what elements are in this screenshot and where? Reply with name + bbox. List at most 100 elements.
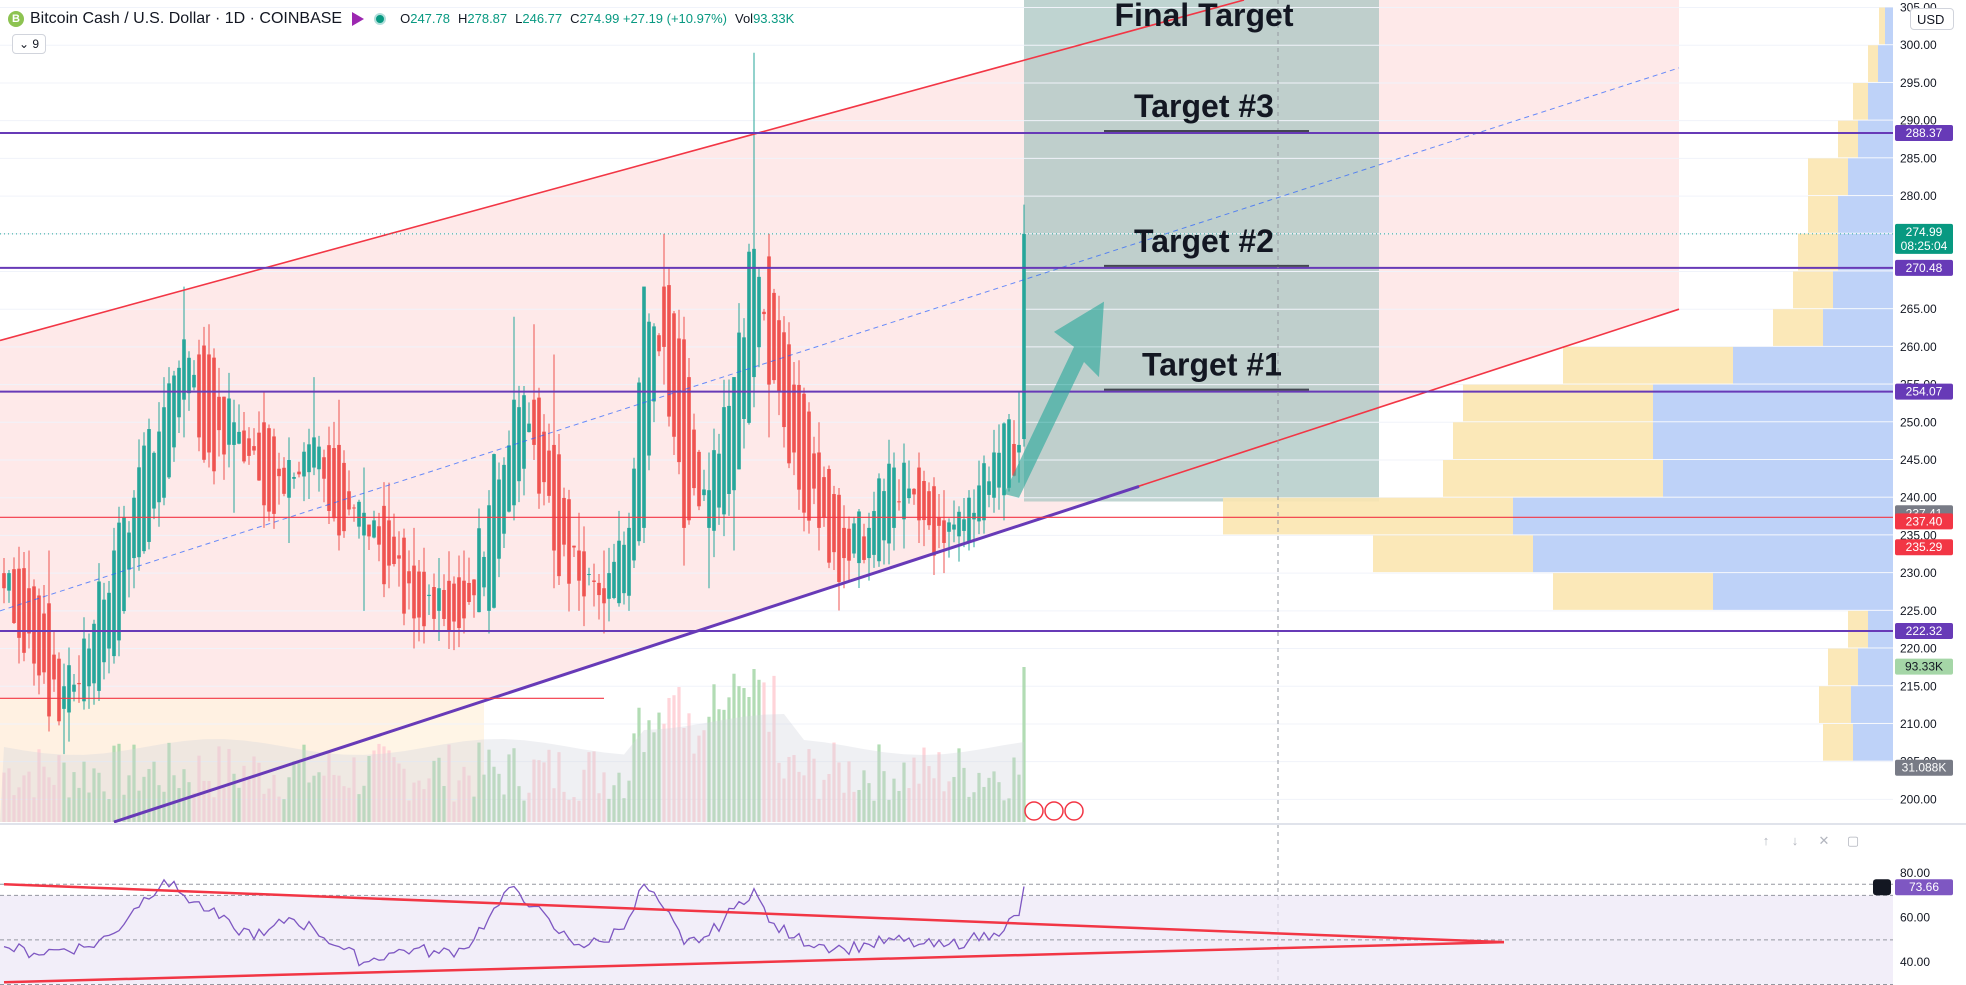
volume-bar xyxy=(822,779,826,822)
volume-profile-bar xyxy=(1808,196,1838,233)
candle-body xyxy=(237,431,241,444)
candle-body xyxy=(347,491,351,510)
candle-body xyxy=(1012,443,1016,476)
candle-body xyxy=(842,527,846,559)
symbol-title[interactable]: Bitcoin Cash / U.S. Dollar · 1D · COINBA… xyxy=(30,10,343,27)
candle-body xyxy=(582,551,586,597)
candle-body xyxy=(782,332,786,428)
volume-bar xyxy=(402,768,406,822)
pane-control-button[interactable]: ↑ xyxy=(1762,833,1770,848)
volume-profile-bar xyxy=(1453,422,1653,460)
candle-body xyxy=(867,527,871,559)
volume-bar xyxy=(722,709,726,822)
candle-body xyxy=(982,463,986,521)
candle-body xyxy=(682,339,686,528)
pane-control-button[interactable]: ✕ xyxy=(1818,833,1830,848)
candle-body xyxy=(1002,423,1006,496)
indicators-collapse-button[interactable]: ⌄ 9 xyxy=(12,34,47,54)
volume-ma-area xyxy=(0,714,1024,822)
volume-bar xyxy=(502,794,506,822)
ohlc-item: O247.78 xyxy=(400,11,450,26)
y-axis-tick: 280.00 xyxy=(1900,189,1937,203)
candle-body xyxy=(822,477,826,519)
volume-bar xyxy=(397,763,401,822)
y-axis-tick: 225.00 xyxy=(1900,604,1937,618)
y-axis-tick: 210.00 xyxy=(1900,717,1937,731)
volume-profile-bar xyxy=(1553,573,1713,610)
volume-bar xyxy=(552,788,556,822)
y-axis-tick: 295.00 xyxy=(1900,76,1937,90)
candle-body xyxy=(537,397,541,494)
candle-body xyxy=(1007,419,1011,488)
currency-select[interactable]: USD xyxy=(1910,8,1954,30)
volume-bar xyxy=(387,750,391,822)
candle-body xyxy=(342,462,346,532)
volume-bar xyxy=(317,772,321,822)
symbol-legend[interactable]: B Bitcoin Cash / U.S. Dollar · 1D · COIN… xyxy=(8,9,802,29)
candle-body xyxy=(527,423,531,433)
flag-icon[interactable] xyxy=(352,12,365,26)
volume-profile-bar xyxy=(1563,346,1733,384)
volume-bar xyxy=(872,800,876,822)
volume-bar xyxy=(247,777,251,822)
y-axis-tick: 230.00 xyxy=(1900,566,1937,580)
y-axis-tick: 290.00 xyxy=(1900,114,1937,128)
candle-body xyxy=(652,326,656,402)
candle-body xyxy=(977,485,981,522)
economic-event-icon xyxy=(1064,801,1084,821)
volume-bar xyxy=(677,687,681,822)
volume-profile-bar xyxy=(1833,271,1893,309)
candle-body xyxy=(382,505,386,585)
y-axis-tick: 260.00 xyxy=(1900,340,1937,354)
volume-profile-bar xyxy=(1373,535,1533,573)
volume-bar xyxy=(72,772,76,822)
candle-body xyxy=(617,540,621,604)
volume-profile-bar xyxy=(1713,573,1893,610)
rsi-trendline-lower xyxy=(3,940,1505,984)
volume-bar xyxy=(927,766,931,822)
candle-body xyxy=(372,520,376,538)
volume-profile-bar xyxy=(1848,158,1893,196)
candle-body xyxy=(157,431,161,503)
volume-bar xyxy=(712,684,716,822)
volume-bar xyxy=(377,743,381,822)
volume-bar xyxy=(867,783,871,822)
candle-body xyxy=(232,422,236,445)
volume-bar xyxy=(232,773,236,822)
volume-bar xyxy=(732,673,736,822)
rsi-line xyxy=(3,878,1025,967)
candle-body xyxy=(337,444,341,536)
candle-body xyxy=(377,526,381,545)
candle-body xyxy=(262,422,266,506)
volume-bar xyxy=(262,793,266,822)
candle-body xyxy=(207,354,211,453)
candle-body xyxy=(192,374,196,388)
volume-bar xyxy=(292,761,296,822)
pane-control-button[interactable]: ↓ xyxy=(1791,833,1799,848)
candle-body xyxy=(362,512,366,536)
volume-bar xyxy=(1007,798,1011,822)
volume-bar xyxy=(882,771,886,822)
volume-bar xyxy=(1002,800,1006,822)
volume-bar xyxy=(782,778,786,822)
volume-bar xyxy=(747,697,751,822)
volume-bar xyxy=(112,745,116,822)
candle-body xyxy=(112,550,116,657)
candle-body xyxy=(912,488,916,495)
pane-control-button[interactable]: ▢ xyxy=(1846,833,1860,848)
volume-bar xyxy=(772,675,776,822)
candle-body xyxy=(162,407,166,498)
target-zone xyxy=(1024,0,1379,502)
volume-bar xyxy=(327,751,331,822)
candle-body xyxy=(642,286,646,528)
volume-bar xyxy=(817,798,821,822)
volume-bar xyxy=(917,783,921,822)
volume-bar xyxy=(462,766,466,822)
candle-body xyxy=(227,398,231,445)
volume-bar xyxy=(17,787,21,822)
target-label: Target #3 xyxy=(1134,88,1274,124)
volume-bar xyxy=(702,730,706,822)
ohlc-item: Vol93.33K xyxy=(735,11,794,26)
candle-body xyxy=(922,481,926,521)
